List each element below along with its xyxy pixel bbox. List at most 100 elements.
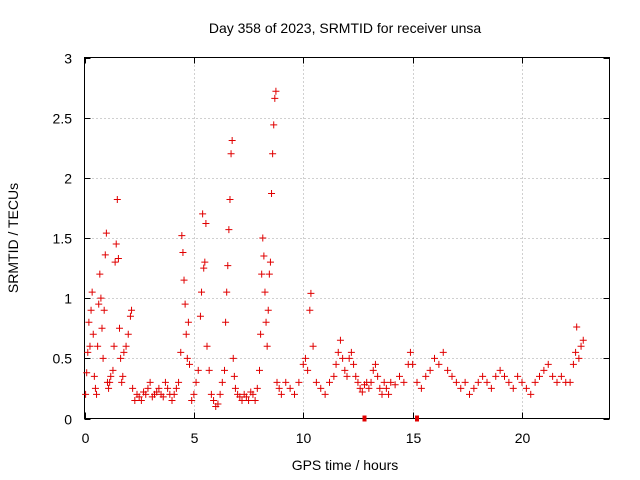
data-point — [227, 150, 235, 158]
chart-title: Day 358 of 2023, SRMTID for receiver uns… — [209, 20, 482, 36]
data-point — [260, 252, 268, 260]
data-point — [231, 384, 239, 392]
data-point — [245, 396, 253, 404]
data-point — [396, 372, 403, 380]
data-point — [128, 306, 136, 314]
data-point — [334, 348, 342, 356]
data-point — [259, 234, 267, 242]
data-point — [527, 390, 535, 398]
data-point — [179, 248, 187, 256]
data-point — [350, 360, 358, 368]
data-point — [356, 384, 364, 392]
data-point — [99, 354, 107, 362]
data-point — [291, 390, 298, 398]
data-point — [196, 312, 204, 320]
data-point — [203, 342, 211, 350]
data-point — [263, 342, 271, 350]
data-point — [242, 393, 250, 401]
data-point — [382, 384, 390, 392]
data-point — [249, 390, 257, 398]
data-point — [487, 384, 495, 392]
data-point — [144, 384, 152, 392]
data-point — [369, 366, 377, 374]
data-point — [118, 378, 126, 386]
data-point — [112, 240, 120, 248]
y-tick-label: 1.5 — [53, 231, 73, 247]
data-point — [345, 354, 353, 362]
data-points — [82, 87, 587, 410]
data-point — [540, 366, 548, 374]
data-point — [181, 300, 189, 308]
data-point — [466, 390, 473, 398]
data-point — [199, 210, 207, 218]
data-point — [575, 354, 583, 362]
data-point — [100, 306, 108, 314]
data-point — [161, 378, 169, 386]
data-point — [205, 366, 213, 374]
data-point — [444, 366, 452, 374]
data-point — [352, 372, 360, 380]
data-point — [178, 232, 186, 240]
data-point — [374, 372, 382, 380]
data-point — [110, 342, 118, 350]
data-point — [192, 378, 200, 386]
data-point — [376, 384, 384, 392]
data-point — [107, 372, 115, 380]
data-point — [101, 251, 109, 259]
data-point — [137, 396, 145, 404]
data-point — [129, 384, 137, 392]
data-point — [131, 396, 139, 404]
data-point — [114, 254, 122, 262]
grid-lines — [84, 57, 610, 419]
gap-marker — [362, 415, 367, 422]
data-point — [256, 366, 263, 374]
data-point — [119, 372, 127, 380]
data-point — [321, 390, 329, 398]
data-point — [216, 390, 224, 398]
data-point — [126, 312, 134, 320]
data-point — [111, 258, 119, 266]
data-point — [272, 87, 280, 95]
data-point — [566, 378, 574, 386]
data-point — [83, 369, 91, 377]
x-tick-labels: 0 5 10 15 20 — [82, 430, 531, 446]
x-tick-label: 10 — [296, 430, 312, 446]
data-point — [82, 390, 90, 398]
data-point — [496, 366, 504, 374]
data-point — [146, 378, 154, 386]
data-point — [89, 330, 97, 338]
data-point — [501, 372, 508, 380]
data-point — [391, 381, 399, 389]
data-point — [164, 384, 172, 392]
data-point — [301, 354, 309, 362]
data-point — [266, 258, 274, 266]
data-point — [332, 360, 340, 368]
data-point — [572, 348, 580, 356]
data-point — [251, 396, 259, 404]
data-point — [262, 318, 270, 326]
data-point — [431, 354, 438, 362]
y-tick-label: 0 — [64, 412, 72, 428]
data-point — [522, 384, 530, 392]
data-point — [257, 330, 265, 338]
data-point — [514, 372, 522, 380]
data-point — [190, 390, 198, 398]
data-point — [253, 384, 261, 392]
y-tick-label: 1 — [64, 291, 72, 307]
data-point — [230, 372, 238, 380]
data-point — [277, 390, 285, 398]
data-point — [371, 360, 379, 368]
data-point — [306, 306, 314, 314]
data-point — [172, 384, 180, 392]
data-point — [409, 360, 417, 368]
data-point — [225, 226, 233, 234]
data-point — [577, 342, 585, 350]
data-point — [549, 372, 557, 380]
data-point — [202, 220, 210, 228]
gap-marker — [415, 415, 419, 422]
data-point — [159, 393, 167, 401]
y-tick-labels: 0 0.5 1 1.5 2 2.5 3 — [53, 51, 73, 428]
data-point — [182, 330, 190, 338]
data-point — [95, 300, 103, 308]
data-point — [175, 378, 183, 386]
